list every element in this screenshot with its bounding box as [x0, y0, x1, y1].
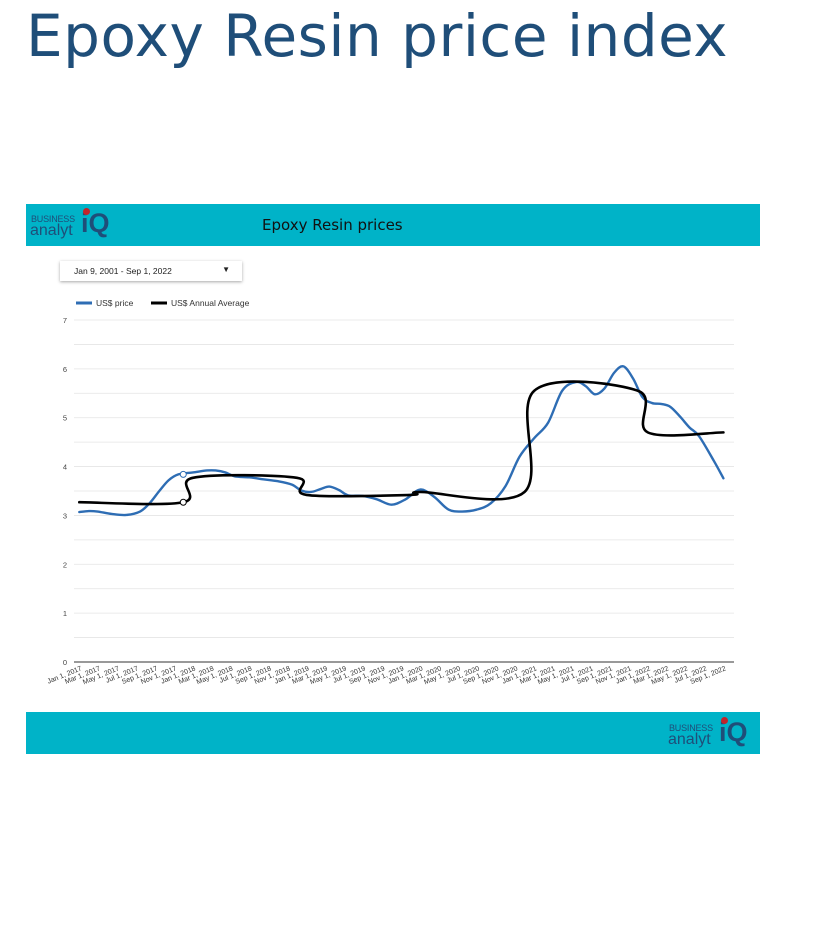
y-tick-label: 4	[63, 463, 67, 472]
series-line-annual-average	[77, 380, 725, 506]
chart-header-title: Epoxy Resin prices	[262, 216, 403, 234]
y-tick-label: 1	[63, 609, 67, 618]
caret-down-icon: ▼	[222, 265, 230, 274]
y-tick-label: 6	[63, 365, 67, 374]
date-range-value: Jan 9, 2001 - Sep 1, 2022	[74, 266, 172, 276]
highlight-point	[179, 498, 187, 506]
chart-header-band: BUSINESS analyt iQ Epoxy Resin prices	[26, 204, 760, 246]
chart-footer-band: BUSINESS analyt iQ	[26, 712, 760, 754]
logo-dot-icon	[721, 717, 728, 724]
y-tick-label: 3	[63, 511, 67, 520]
y-tick-label: 0	[63, 658, 67, 667]
logo-line1: BUSINESS	[31, 214, 75, 224]
logo-dot-icon	[83, 208, 90, 215]
y-tick-label: 7	[63, 316, 67, 325]
highlight-point	[179, 470, 187, 478]
page-title: Epoxy Resin price index	[26, 2, 729, 70]
y-tick-label: 5	[63, 414, 67, 423]
logo-line1: BUSINESS	[669, 723, 713, 733]
business-analytiq-logo: BUSINESS analyt iQ	[30, 207, 114, 243]
logo-line2: analyt	[30, 222, 73, 239]
business-analytiq-logo-footer: BUSINESS analyt iQ	[668, 716, 752, 752]
y-tick-label: 2	[63, 560, 67, 569]
series-line-us-price	[78, 365, 725, 517]
date-range-selector[interactable]: Jan 9, 2001 - Sep 1, 2022 ▼	[60, 261, 242, 281]
legend-label: US$ price	[96, 298, 134, 308]
logo-line2: analyt	[668, 731, 711, 748]
legend-label: US$ Annual Average	[171, 298, 250, 308]
